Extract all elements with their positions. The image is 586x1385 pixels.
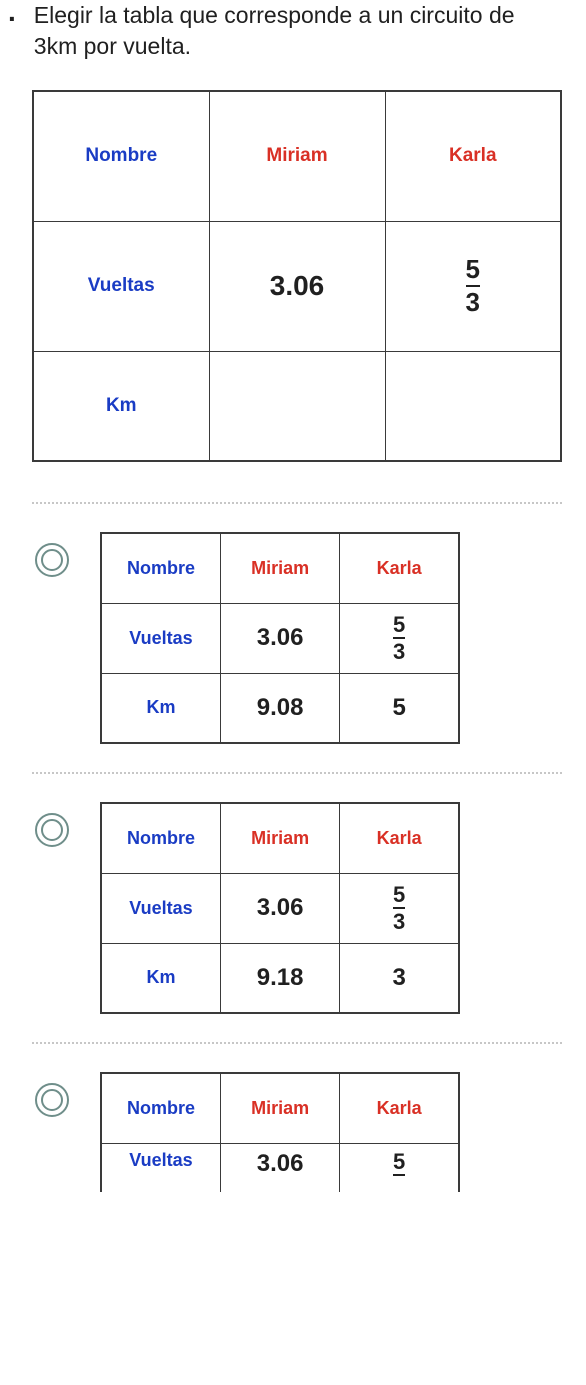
radio-option-2[interactable] xyxy=(32,810,72,850)
question-header: . Elegir la tabla que corresponde a un c… xyxy=(8,0,562,62)
fraction-numerator: 5 xyxy=(393,1150,405,1173)
opt3-miriam-vueltas: 3.06 xyxy=(257,1150,304,1177)
label-km: Km xyxy=(146,697,175,717)
fraction-denominator: 3 xyxy=(466,289,480,316)
bullet-icon: . xyxy=(8,0,16,28)
opt3-karla-vueltas-fraction-partial: 5 xyxy=(393,1150,405,1177)
opt2-karla-vueltas-fraction: 5 3 xyxy=(393,883,405,933)
label-km: Km xyxy=(106,395,137,416)
main-karla-km-empty xyxy=(385,351,561,461)
radio-option-3[interactable] xyxy=(32,1080,72,1120)
question-text: Elegir la tabla que corresponde a un cir… xyxy=(34,0,562,62)
option-2[interactable]: Nombre Miriam Karla Vueltas 3.06 5 3 Km … xyxy=(32,774,562,1042)
opt2-miriam-km: 9.18 xyxy=(257,964,304,991)
main-karla-vueltas-fraction: 5 3 xyxy=(466,256,480,317)
label-km: Km xyxy=(146,967,175,987)
option-1-table: Nombre Miriam Karla Vueltas 3.06 5 3 Km … xyxy=(100,532,460,744)
reference-table: Nombre Miriam Karla Vueltas 3.06 5 3 Km xyxy=(32,90,562,462)
label-nombre: Nombre xyxy=(127,1098,195,1118)
label-vueltas: Vueltas xyxy=(129,1150,192,1170)
person-miriam: Miriam xyxy=(266,145,327,166)
radio-option-1[interactable] xyxy=(32,540,72,580)
main-miriam-km-empty xyxy=(209,351,385,461)
opt2-miriam-vueltas: 3.06 xyxy=(257,894,304,921)
person-miriam: Miriam xyxy=(251,828,309,848)
person-karla: Karla xyxy=(377,558,422,578)
label-nombre: Nombre xyxy=(127,558,195,578)
person-karla: Karla xyxy=(377,828,422,848)
fraction-numerator: 5 xyxy=(393,883,405,906)
fraction-bar xyxy=(393,1174,405,1176)
label-nombre: Nombre xyxy=(127,828,195,848)
opt1-miriam-km: 9.08 xyxy=(257,694,304,721)
main-miriam-vueltas: 3.06 xyxy=(270,270,325,301)
fraction-numerator: 5 xyxy=(393,613,405,636)
opt2-karla-km: 3 xyxy=(392,964,405,991)
option-2-table: Nombre Miriam Karla Vueltas 3.06 5 3 Km … xyxy=(100,802,460,1014)
label-vueltas: Vueltas xyxy=(129,898,192,918)
fraction-denominator: 3 xyxy=(393,910,405,933)
fraction-denominator: 3 xyxy=(393,640,405,663)
option-1[interactable]: Nombre Miriam Karla Vueltas 3.06 5 3 Km … xyxy=(32,504,562,772)
person-karla: Karla xyxy=(449,145,497,166)
opt1-karla-vueltas-fraction: 5 3 xyxy=(393,613,405,663)
opt1-miriam-vueltas: 3.06 xyxy=(257,624,304,651)
person-karla: Karla xyxy=(377,1098,422,1118)
label-nombre: Nombre xyxy=(85,145,157,166)
label-vueltas: Vueltas xyxy=(88,275,155,296)
opt1-karla-km: 5 xyxy=(392,694,405,721)
option-3-table-cutoff: Nombre Miriam Karla Vueltas 3.06 5 xyxy=(100,1072,460,1192)
person-miriam: Miriam xyxy=(251,1098,309,1118)
person-miriam: Miriam xyxy=(251,558,309,578)
fraction-numerator: 5 xyxy=(466,256,480,283)
label-vueltas: Vueltas xyxy=(129,628,192,648)
option-3[interactable]: Nombre Miriam Karla Vueltas 3.06 5 xyxy=(32,1044,562,1220)
